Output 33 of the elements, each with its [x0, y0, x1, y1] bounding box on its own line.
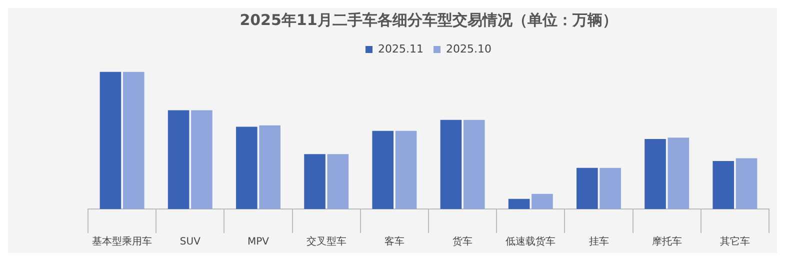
bar	[712, 161, 734, 209]
x-tick-label: 客车	[384, 236, 404, 248]
bar	[236, 126, 258, 209]
bar	[372, 130, 394, 209]
x-tick-label: 挂车	[588, 236, 609, 248]
bar	[463, 120, 485, 209]
x-tick-label: 其它车	[720, 236, 750, 248]
bar	[600, 168, 621, 209]
legend-label: 2025.10	[446, 42, 492, 56]
bar	[508, 198, 530, 209]
x-tick-label: 摩托车	[652, 236, 682, 248]
x-tick-label: 交叉型车	[306, 236, 346, 248]
bar	[440, 120, 462, 209]
bar	[100, 72, 122, 209]
bar	[327, 154, 349, 209]
x-tick-label: MPV	[248, 236, 270, 248]
bar	[736, 158, 758, 209]
bar	[668, 138, 690, 209]
x-tick-label: 基本型乘用车	[92, 236, 152, 248]
bar	[532, 194, 553, 209]
bar	[395, 130, 417, 209]
bar	[576, 168, 598, 209]
bar	[304, 154, 326, 209]
bar	[259, 125, 280, 209]
bar	[168, 110, 190, 209]
bar	[644, 139, 666, 209]
bar	[122, 72, 144, 209]
x-tick-label: 低速载货车	[506, 236, 556, 248]
legend-label: 2025.11	[378, 42, 424, 56]
x-tick-label: SUV	[180, 236, 201, 248]
bar	[191, 110, 212, 209]
x-tick-label: 货车	[452, 236, 473, 248]
chart-title: 2025年11月二手车各细分车型交易情况（单位：万辆）	[240, 10, 618, 29]
